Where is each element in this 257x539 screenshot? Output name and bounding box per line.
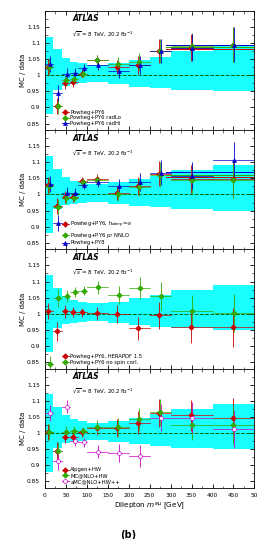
Text: $\sqrt{s}$ = 8 TeV, 20.2 fb$^{-1}$: $\sqrt{s}$ = 8 TeV, 20.2 fb$^{-1}$ xyxy=(72,267,134,276)
Text: (b): (b) xyxy=(121,530,136,539)
Text: ATLAS: ATLAS xyxy=(72,15,99,23)
Legend: Powheg+PY6, h$_{damp}$=$\infty$, Powheg+PY6 p$_T$ NNLO, Powheg+PY8: Powheg+PY6, h$_{damp}$=$\infty$, Powheg+… xyxy=(62,220,133,245)
Text: $\sqrt{s}$ = 8 TeV, 20.2 fb$^{-1}$: $\sqrt{s}$ = 8 TeV, 20.2 fb$^{-1}$ xyxy=(72,386,134,395)
Text: $\sqrt{s}$ = 8 TeV, 20.2 fb$^{-1}$: $\sqrt{s}$ = 8 TeV, 20.2 fb$^{-1}$ xyxy=(72,29,134,38)
Legend: Powheg+PY6, Powheg+PY6 radLo, Powheg+PY6 radHi: Powheg+PY6, Powheg+PY6 radLo, Powheg+PY6… xyxy=(62,109,121,126)
Text: ATLAS: ATLAS xyxy=(72,134,99,143)
Text: ATLAS: ATLAS xyxy=(72,372,99,381)
Legend: Alpgen+HW, MC@NLO+HW, aMC@NLO+HW++: Alpgen+HW, MC@NLO+HW, aMC@NLO+HW++ xyxy=(62,467,120,484)
Y-axis label: MC / data: MC / data xyxy=(20,54,26,87)
Text: $\sqrt{s}$ = 8 TeV, 20.2 fb$^{-1}$: $\sqrt{s}$ = 8 TeV, 20.2 fb$^{-1}$ xyxy=(72,148,134,157)
Legend: Powheg+PY6, HERAPDF 1.5, Powheg+PY6 no spin corl.: Powheg+PY6, HERAPDF 1.5, Powheg+PY6 no s… xyxy=(62,354,142,365)
Text: ATLAS: ATLAS xyxy=(72,253,99,262)
X-axis label: Dilepton $m^{e\mu}$ [GeV]: Dilepton $m^{e\mu}$ [GeV] xyxy=(114,500,185,512)
Y-axis label: MC / data: MC / data xyxy=(20,173,26,206)
Y-axis label: MC / data: MC / data xyxy=(20,412,26,445)
Y-axis label: MC / data: MC / data xyxy=(20,292,26,326)
